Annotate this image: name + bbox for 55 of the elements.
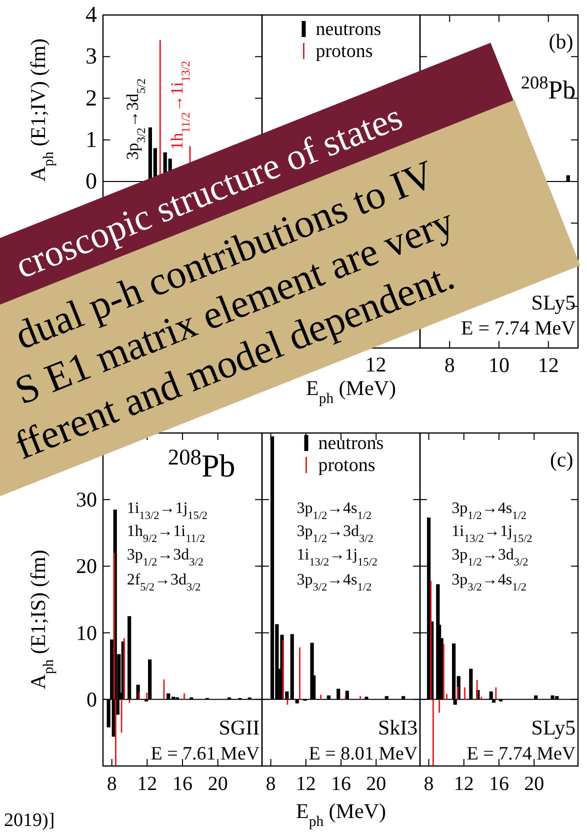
annotation: E = 7.74 MeV — [466, 743, 576, 764]
x-tick-label: 12 — [538, 353, 559, 377]
annotation: 3p$_{1/2}$→4s$_{1/2}$ — [452, 500, 526, 522]
x-tick-label: 12 — [296, 773, 316, 795]
annotation: 2f$_{5/2}$→3d$_{3/2}$ — [126, 572, 201, 594]
x-tick-label: 16 — [489, 773, 509, 795]
annotation: 1i$_{13/2}$→1j$_{15/2}$ — [126, 500, 208, 522]
y-tick-label: 20 — [76, 554, 97, 578]
annotation: 3p$_{3/2}$→4s$_{1/2}$ — [452, 572, 526, 594]
x-tick-label: 12 — [137, 773, 158, 795]
annotation: SLy5 — [531, 290, 576, 315]
x-tick-label: 16 — [331, 773, 351, 795]
annotation: 3p$_{3/2}$→4s$_{1/2}$ — [296, 572, 372, 594]
annotation: SGII — [218, 715, 260, 740]
annotation: 1i$_{13/2}$→1j$_{15/2}$ — [296, 546, 378, 569]
text: neutrons — [316, 18, 382, 40]
annotation: 3p$_{1/2}$→4s$_{1/2}$ — [296, 500, 372, 522]
x-axis-title: E$_{ph}$ (MeV) — [296, 799, 386, 830]
annotation: (b) — [548, 29, 574, 54]
text: 2019)] — [4, 810, 55, 831]
x-tick-label: 8 — [444, 353, 455, 377]
annotation: 3p$_{1/2}$→3d$_{3/2}$ — [452, 546, 528, 569]
annotation: E = 7.74 MeV — [461, 318, 576, 340]
annotation: $^{208}$Pb — [168, 444, 236, 484]
legend-label: neutrons — [318, 433, 384, 454]
y-tick-label: 1 — [86, 126, 97, 152]
x-tick-label: 8 — [106, 773, 117, 795]
annotation: 3p$_{1/2}$→3d$_{3/2}$ — [126, 546, 204, 569]
x-tick-label: 20 — [366, 773, 386, 795]
y-tick-label: 30 — [76, 488, 97, 512]
y-tick-label: 0 — [86, 168, 97, 194]
x-tick-label: 8 — [424, 773, 434, 795]
annotation: 3p$_{1/2}$→3d$_{3/2}$ — [296, 523, 374, 546]
annotation: 1h$_{9/2}$→1i$_{11/2}$ — [126, 523, 206, 546]
x-tick-label: 8 — [266, 773, 276, 795]
y-tick-label: 2 — [86, 85, 97, 110]
annotation: SkI3 — [378, 715, 418, 740]
y-tick-label: 3 — [86, 44, 97, 69]
annotation: (c) — [550, 447, 574, 472]
text: E$_{ph}$ (MeV) — [306, 376, 396, 407]
text: protons — [316, 40, 373, 62]
y-tick-label: 0 — [86, 687, 97, 712]
annotation: E = 8.01 MeV — [308, 743, 418, 764]
annotation: SLy5 — [531, 715, 576, 740]
x-tick-label: 20 — [208, 773, 228, 795]
x-tick-label: 10 — [488, 353, 510, 377]
annotation: $^{208}$Pb — [520, 72, 576, 104]
annotation: E = 7.61 MeV — [150, 743, 260, 764]
annotation: 1i$_{13/2}$→1j$_{15/2}$ — [452, 523, 532, 546]
x-tick-label: 12 — [454, 773, 474, 795]
x-tick-label: 20 — [524, 773, 544, 795]
y-tick-label: 10 — [76, 620, 97, 645]
y-tick-label: 4 — [86, 2, 98, 27]
legend-label: protons — [318, 455, 376, 476]
x-tick-label: 16 — [172, 773, 192, 795]
